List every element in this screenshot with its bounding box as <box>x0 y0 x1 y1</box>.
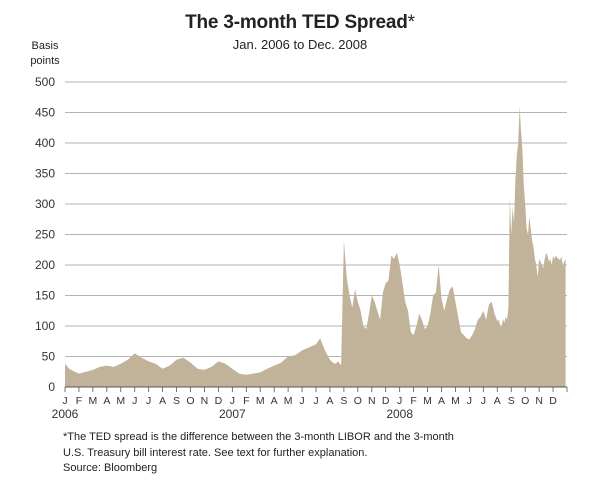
x-month-label: O <box>186 395 194 407</box>
x-month-label: N <box>535 395 543 407</box>
y-axis-label-line2: points <box>30 55 60 67</box>
y-axis-label: Basis points <box>30 39 60 69</box>
y-tick-label: 350 <box>35 167 55 181</box>
x-month-label: M <box>116 395 125 407</box>
y-axis-label-line1: Basis <box>31 40 59 52</box>
x-month-label: A <box>494 395 501 407</box>
x-month-label: N <box>201 395 209 407</box>
x-month-label: S <box>508 395 515 407</box>
x-month-label: J <box>230 395 235 407</box>
y-tick-label: 500 <box>35 75 55 89</box>
x-month-label: A <box>326 395 333 407</box>
footnote-line2: U.S. Treasury bill interest rate. See te… <box>63 447 368 459</box>
x-month-label: J <box>132 395 137 407</box>
x-month-label: M <box>284 395 293 407</box>
x-month-label: J <box>62 395 67 407</box>
x-month-label: M <box>89 395 98 407</box>
x-month-label: J <box>481 395 486 407</box>
x-year-label: 2007 <box>219 407 246 421</box>
x-month-label: F <box>76 395 82 407</box>
y-tick-label: 0 <box>48 380 55 394</box>
y-tick-label: 250 <box>35 228 55 242</box>
source-note: Source: Bloomberg <box>63 462 158 474</box>
x-month-label: A <box>438 395 445 407</box>
x-month-label: A <box>159 395 166 407</box>
x-month-label: A <box>103 395 110 407</box>
chart-title-block: The 3-month TED Spread* Jan. 2006 to Dec… <box>0 12 600 52</box>
x-month-label: F <box>243 395 249 407</box>
x-month-label: M <box>256 395 265 407</box>
x-month-label: J <box>397 395 402 407</box>
chart-title: The 3-month TED Spread* <box>0 12 600 34</box>
x-year-label: 2008 <box>386 407 413 421</box>
footnote-line1: *The TED spread is the difference betwee… <box>63 431 454 443</box>
x-month-label: J <box>299 395 304 407</box>
y-tick-label: 100 <box>35 319 55 333</box>
x-month-label: S <box>340 395 347 407</box>
x-month-label: N <box>368 395 376 407</box>
x-month-label: J <box>146 395 151 407</box>
y-tick-label: 300 <box>35 197 55 211</box>
x-year-label: 2006 <box>52 407 79 421</box>
y-tick-label: 200 <box>35 258 55 272</box>
x-month-label: D <box>382 395 390 407</box>
footnote: *The TED spread is the difference betwee… <box>63 429 543 461</box>
y-tick-label: 150 <box>35 289 55 303</box>
y-tick-label: 400 <box>35 136 55 150</box>
x-month-label: O <box>354 395 362 407</box>
chart-title-text: The 3-month TED Spread <box>185 12 408 33</box>
x-month-label: D <box>549 395 557 407</box>
x-month-label: O <box>521 395 529 407</box>
x-month-label: S <box>173 395 180 407</box>
x-month-label: F <box>410 395 416 407</box>
y-tick-label: 450 <box>35 106 55 120</box>
x-month-label: D <box>215 395 223 407</box>
x-month-label: M <box>423 395 432 407</box>
x-month-label: J <box>467 395 472 407</box>
chart-title-asterisk: * <box>407 12 415 33</box>
chart-subtitle: Jan. 2006 to Dec. 2008 <box>232 37 368 52</box>
x-month-label: J <box>313 395 318 407</box>
ted-spread-area <box>65 106 566 388</box>
y-tick-label: 50 <box>42 350 56 364</box>
x-month-label: M <box>451 395 460 407</box>
x-month-label: A <box>271 395 278 407</box>
